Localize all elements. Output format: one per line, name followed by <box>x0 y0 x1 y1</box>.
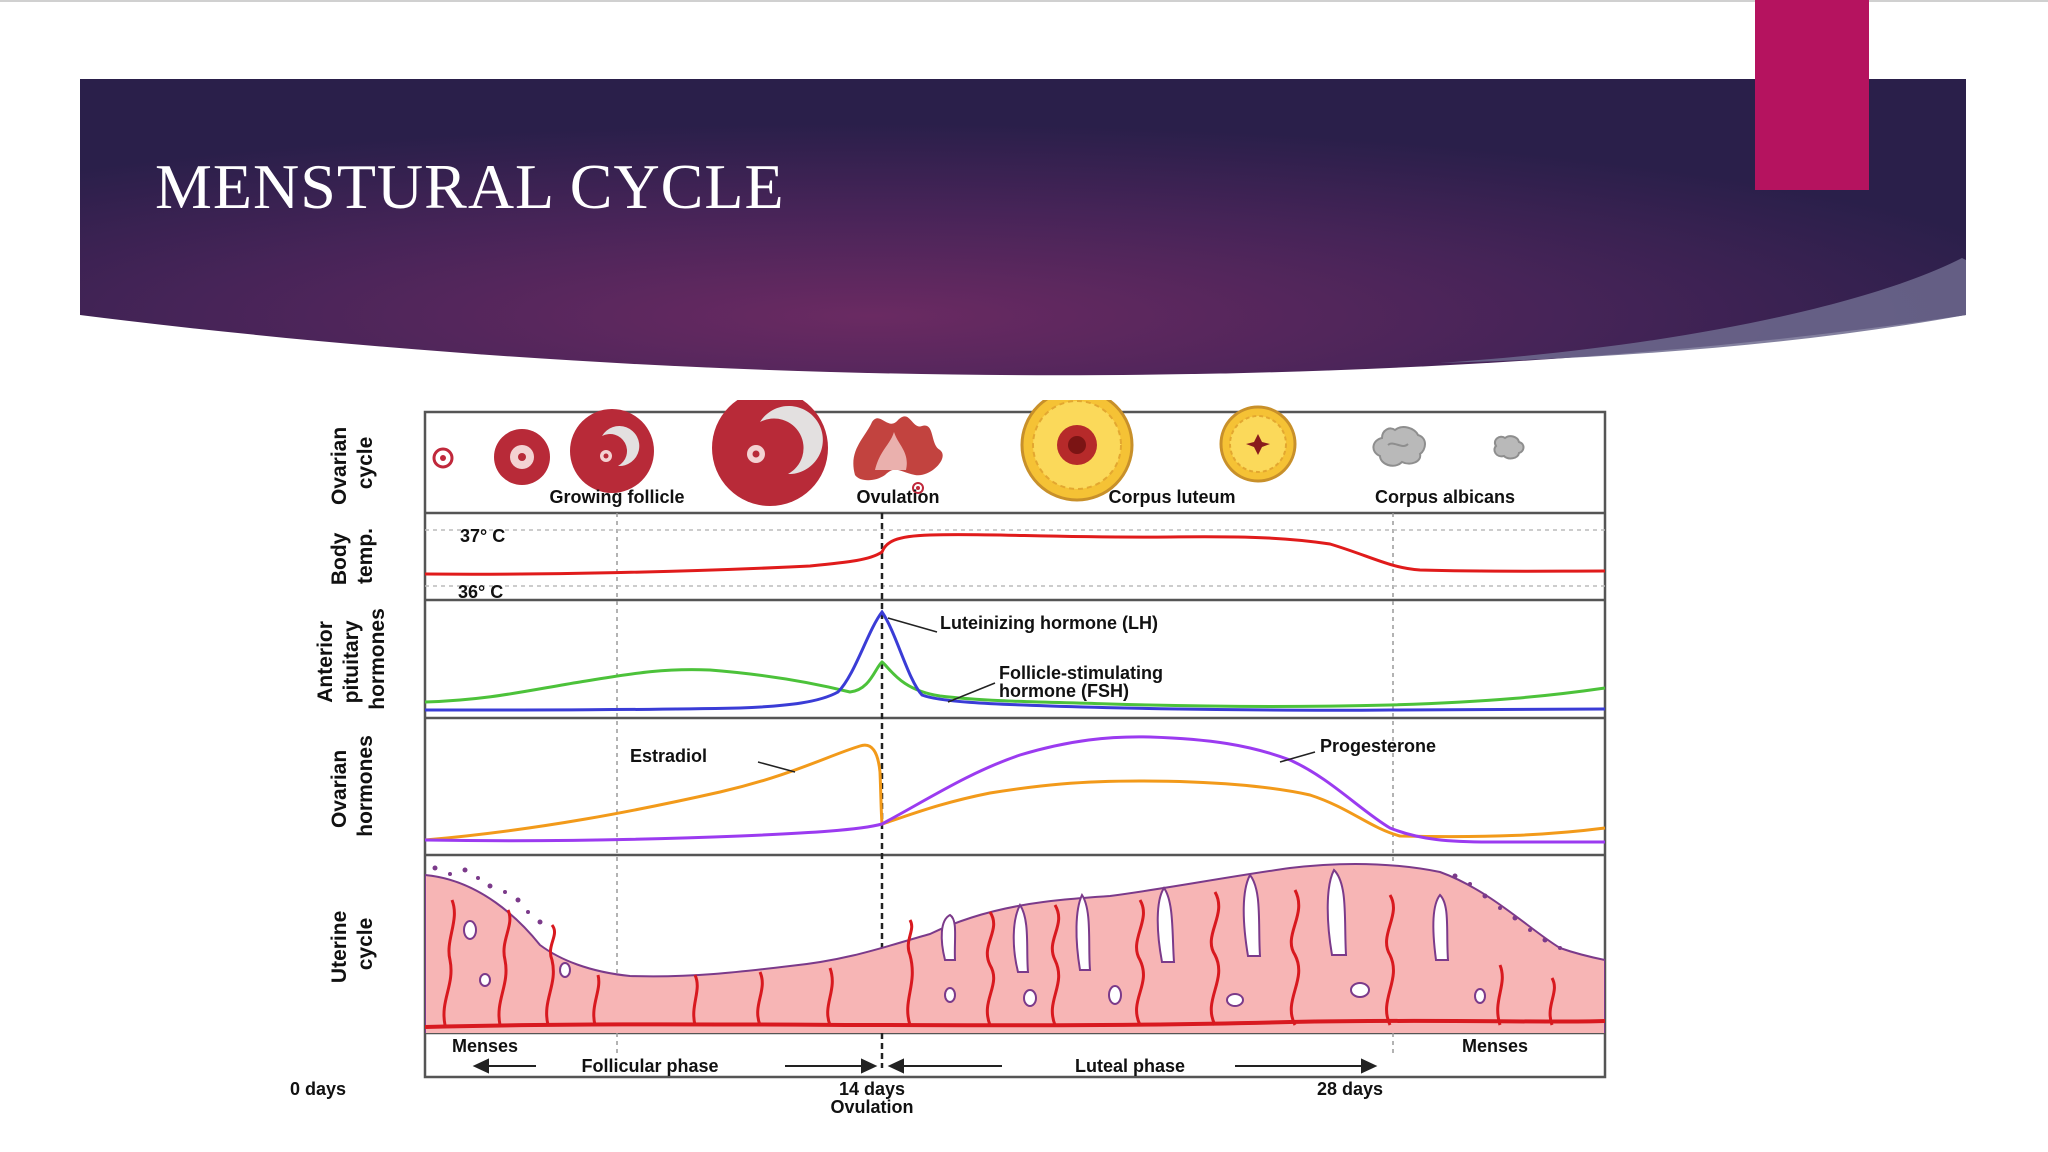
temp-36-label: 36° C <box>458 582 503 602</box>
day-mid-label: 14 days <box>839 1079 905 1099</box>
menstrual-cycle-diagram: Growing follicle Ovulation Corpus luteum… <box>290 400 1607 1117</box>
row-label-ovarian-cycle: Ovarian cycle <box>328 421 377 505</box>
menses-right-label: Menses <box>1462 1036 1528 1056</box>
follicle-stage-2 <box>494 429 550 485</box>
progesterone-pointer <box>1279 751 1316 763</box>
follicle-stage-3 <box>570 409 654 493</box>
slide-title: MENSTURAL CYCLE <box>155 151 785 222</box>
fsh-label-line1: Follicle-stimulating <box>999 663 1163 683</box>
lh-curve <box>424 609 1606 712</box>
row-label-uterine-cycle: Uterine cycle <box>328 905 377 983</box>
estradiol-label: Estradiol <box>630 746 707 766</box>
temperature-curve <box>424 533 1606 576</box>
luteal-arrow <box>887 1058 1378 1074</box>
day-mid-sub-label: Ovulation <box>830 1097 913 1117</box>
luteal-phase-label: Luteal phase <box>1075 1056 1185 1076</box>
title-banner <box>0 0 2048 376</box>
corpus-luteum-label: Corpus luteum <box>1108 487 1235 507</box>
progesterone-label: Progesterone <box>1320 736 1436 756</box>
day-end-label: 28 days <box>1317 1079 1383 1099</box>
follicle-stage-1 <box>432 447 454 469</box>
accent-tab <box>1755 0 1869 190</box>
row-label-body-temp: Body temp. <box>328 527 377 585</box>
progesterone-curve <box>424 735 1605 844</box>
follicular-arrow <box>472 1058 878 1074</box>
growing-follicle-label: Growing follicle <box>549 487 684 507</box>
row-label-ovarian-hormones: Ovarian hormones <box>328 735 377 837</box>
fsh-pointer <box>947 682 996 703</box>
menses-left-label: Menses <box>452 1036 518 1056</box>
corpus-albicans-small <box>1493 435 1525 460</box>
day-start-label: 0 days <box>290 1079 346 1099</box>
endometrium <box>425 862 1605 1033</box>
estradiol-pointer <box>757 761 796 773</box>
row-label-anterior-pituitary: Anterior pituitary hormones <box>314 608 389 710</box>
corpus-luteum-small <box>1219 405 1297 483</box>
temp-37-label: 37° C <box>460 526 505 546</box>
corpus-luteum-large <box>1020 400 1134 502</box>
corpus-albicans-label: Corpus albicans <box>1375 487 1515 507</box>
fsh-label-line2: hormone (FSH) <box>999 681 1129 701</box>
fsh-curve <box>424 660 1606 708</box>
follicle-stage-4 <box>712 400 828 506</box>
lh-label: Luteinizing hormone (LH) <box>940 613 1158 633</box>
corpus-albicans-large <box>1372 426 1426 467</box>
curve-wedge <box>1440 258 1966 363</box>
follicular-phase-label: Follicular phase <box>581 1056 718 1076</box>
lh-pointer <box>887 617 938 633</box>
ovulation-follicle <box>853 416 943 494</box>
ovulation-label: Ovulation <box>856 487 939 507</box>
estradiol-curve <box>424 743 1606 842</box>
